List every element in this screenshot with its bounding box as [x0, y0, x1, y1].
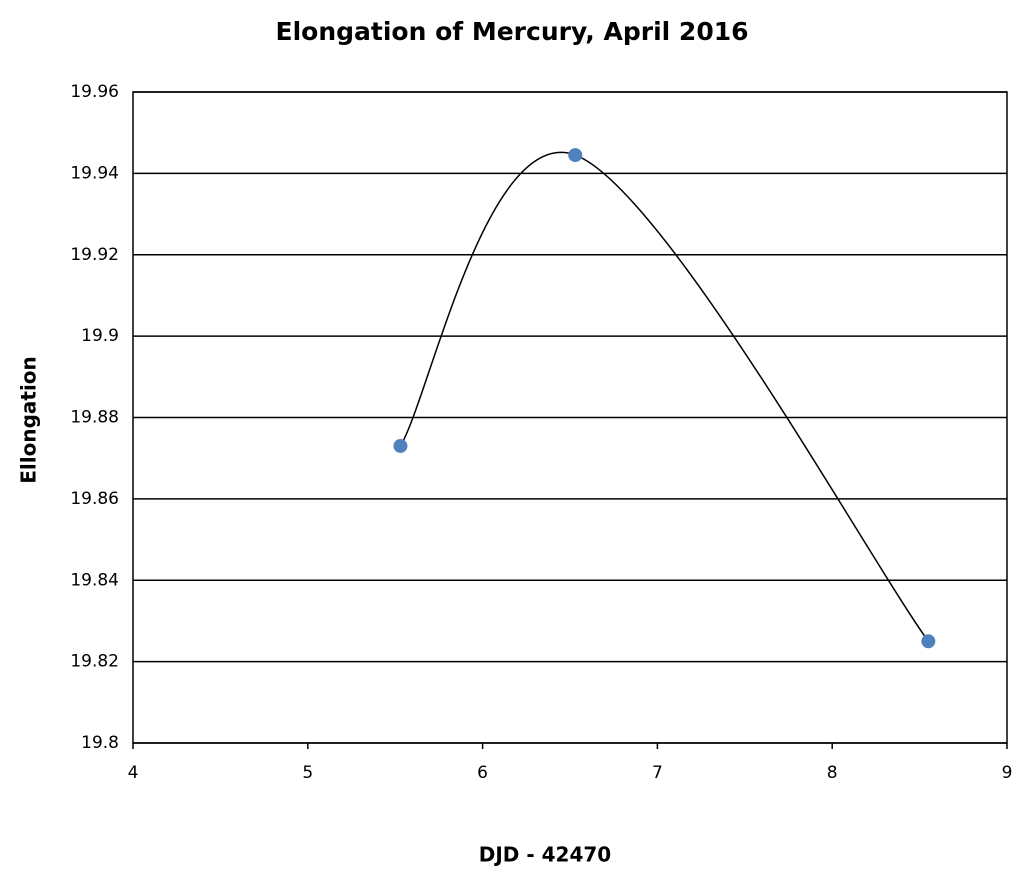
y-tick-label: 19.84	[70, 570, 119, 590]
y-tick-label: 19.8	[81, 733, 119, 753]
x-tick-label: 9	[1002, 763, 1013, 783]
y-tick-label: 19.92	[70, 245, 119, 265]
x-axis-title: DJD - 42470	[479, 843, 611, 867]
y-tick-label: 19.9	[81, 326, 119, 346]
data-point	[568, 148, 583, 163]
x-tick-label: 8	[827, 763, 838, 783]
x-tick-label: 7	[652, 763, 663, 783]
y-tick-label: 19.88	[70, 408, 119, 428]
x-tick-label: 5	[302, 763, 313, 783]
y-tick-label: 19.86	[70, 489, 119, 509]
y-tick-label: 19.82	[70, 652, 119, 672]
data-point	[921, 634, 936, 649]
y-tick-label: 19.96	[70, 82, 119, 102]
data-point	[393, 438, 408, 453]
plot-border	[132, 91, 1008, 744]
x-tick-label: 4	[128, 763, 139, 783]
x-tick-label: 6	[477, 763, 488, 783]
fit-line	[399, 151, 929, 642]
y-tick-label: 19.94	[70, 163, 119, 183]
y-axis-title: Ellongation	[17, 356, 41, 484]
chart-title: Elongation of Mercury, April 2016	[276, 17, 749, 46]
